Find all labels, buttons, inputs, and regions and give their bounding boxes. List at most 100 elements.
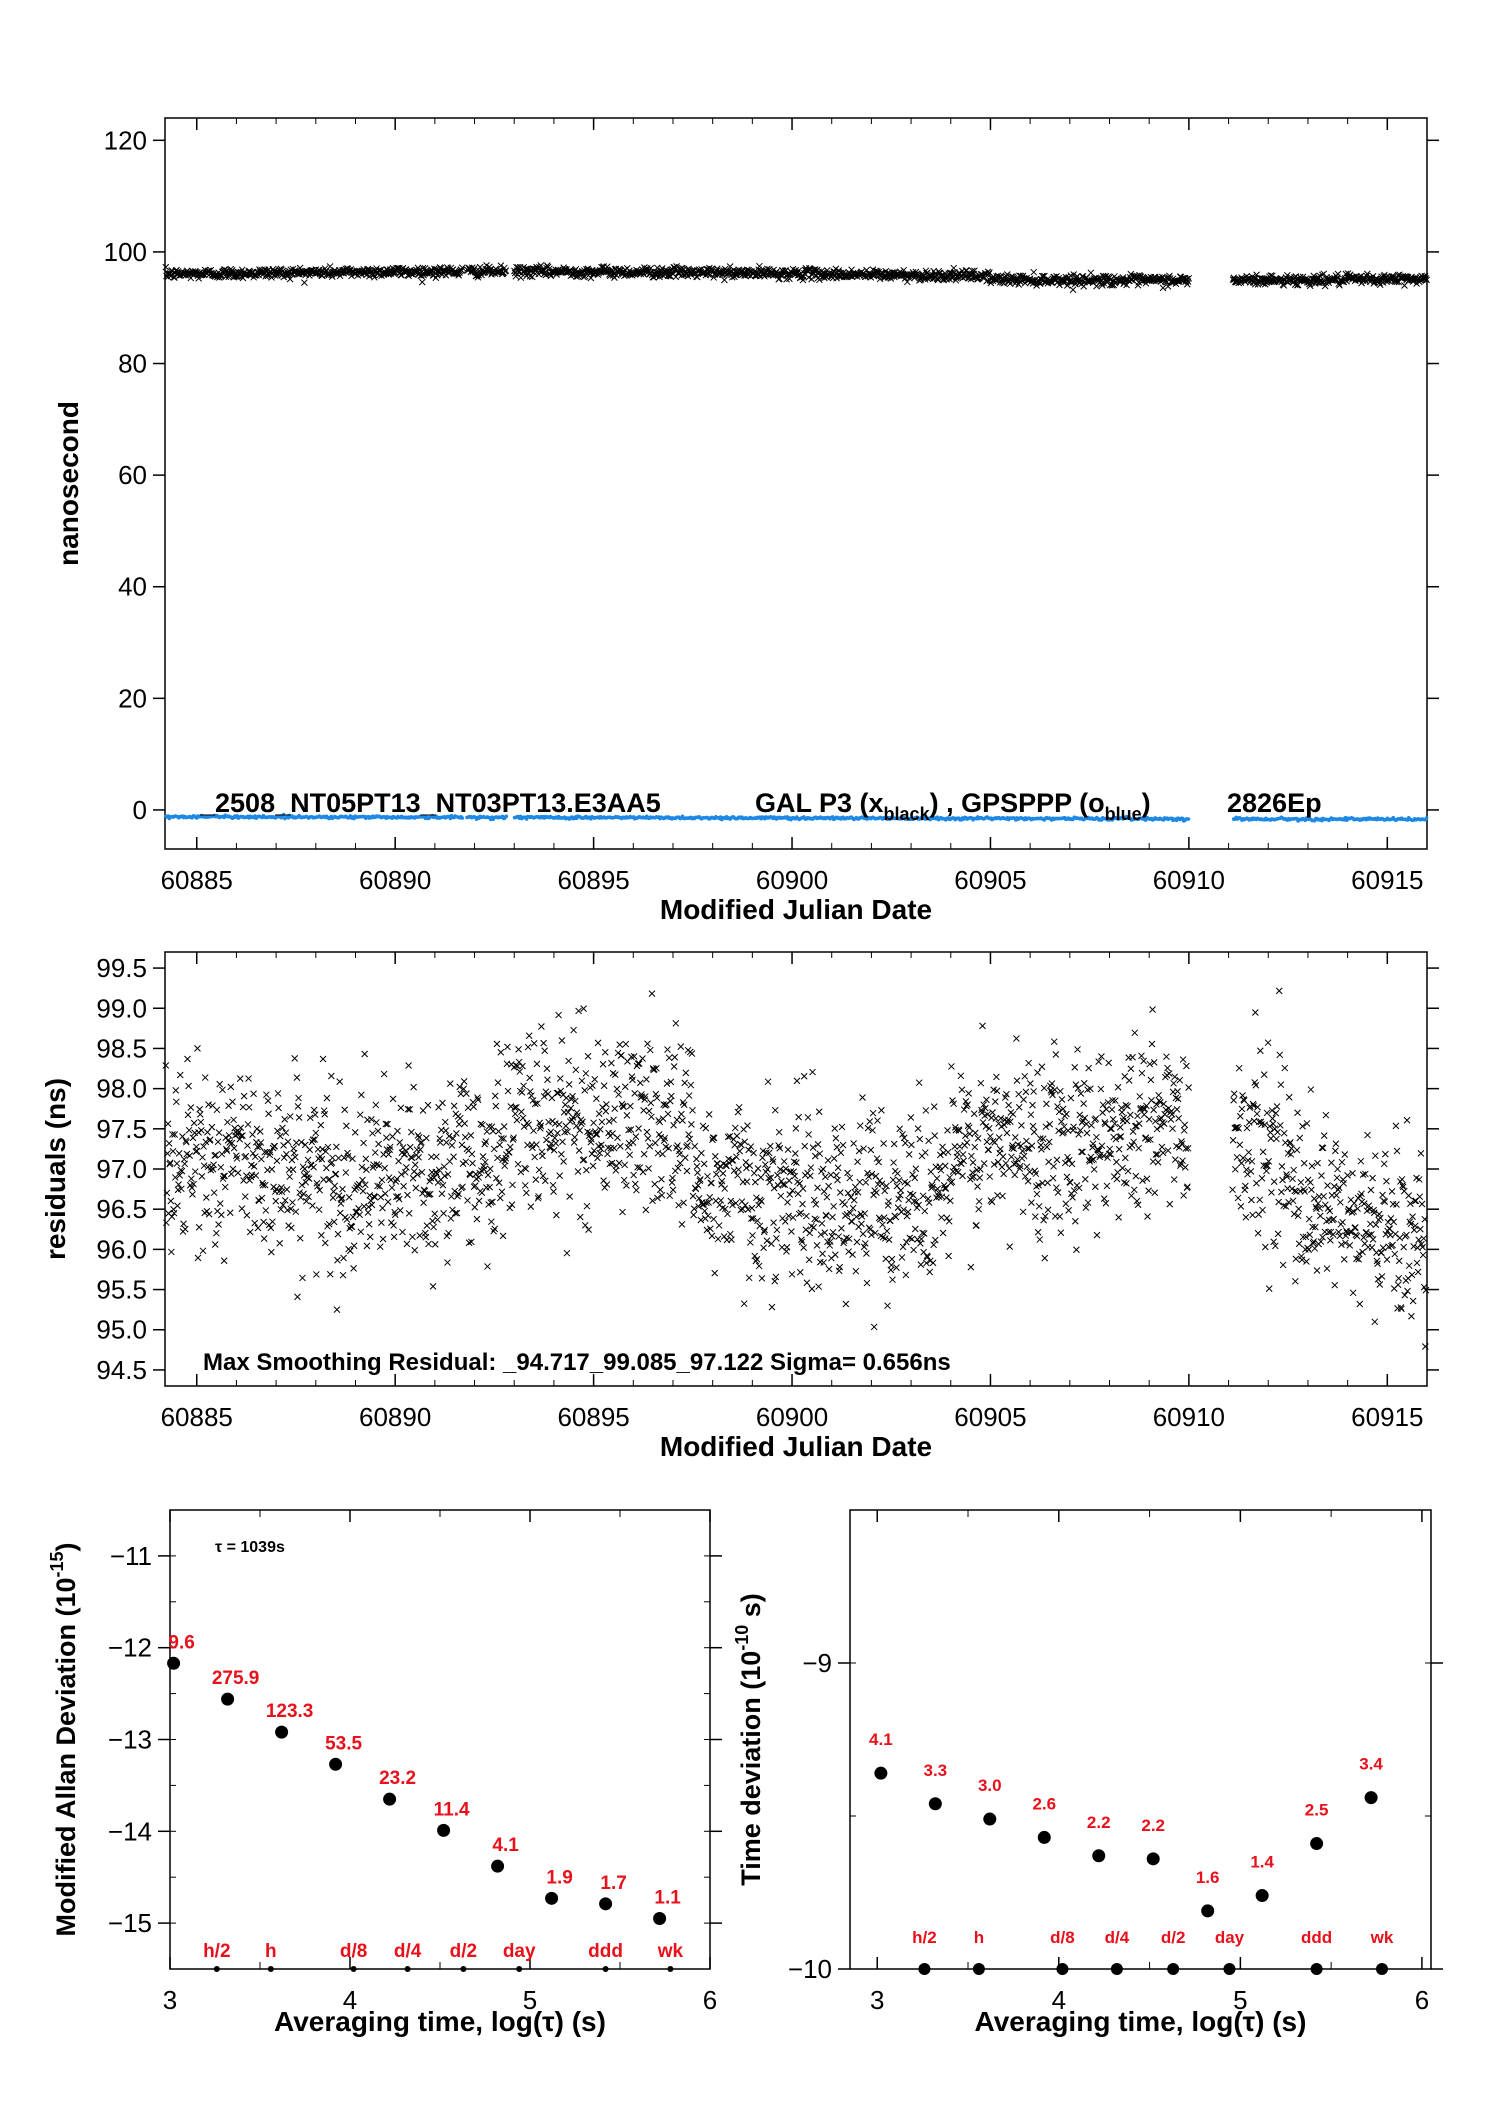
residual-point (979, 1022, 986, 1030)
residual-point (658, 1175, 665, 1183)
series-point-black (512, 272, 520, 280)
residual-point (475, 1174, 482, 1181)
residual-point (683, 1167, 691, 1175)
residual-point (519, 1062, 526, 1070)
residual-point (451, 1209, 459, 1217)
residual-point (708, 1179, 715, 1187)
residual-point (1145, 1115, 1153, 1123)
residual-point (578, 1077, 586, 1085)
residual-point (1015, 1103, 1023, 1111)
residual-point (495, 1127, 502, 1135)
residual-point (415, 1153, 422, 1161)
residual-point (1326, 1207, 1334, 1215)
x-tick-label: 60890 (359, 1402, 431, 1432)
y-tick-label: 96.0 (96, 1234, 147, 1264)
residual-point (425, 1240, 432, 1248)
residual-point (493, 1040, 501, 1048)
residual-point (319, 1145, 326, 1153)
residual-point (253, 1125, 261, 1133)
residual-point (1134, 1112, 1141, 1120)
residual-point (586, 1129, 594, 1137)
residual-point (1080, 1100, 1087, 1107)
residual-point (708, 1232, 716, 1240)
residual-point (1093, 1133, 1100, 1141)
residual-point (626, 1151, 634, 1159)
residual-point (711, 1269, 719, 1277)
residual-point (181, 1160, 189, 1168)
residual-point (423, 1222, 431, 1230)
residual-point (1020, 1152, 1028, 1160)
series-point-blue (1424, 816, 1429, 820)
residual-point (510, 1134, 517, 1142)
residual-point (1129, 1128, 1137, 1135)
residual-point (390, 1233, 398, 1241)
residual-point (365, 1203, 372, 1211)
residual-point (408, 1154, 416, 1162)
residual-point (430, 1223, 437, 1231)
residual-point (416, 1232, 424, 1239)
residual-point (866, 1226, 874, 1233)
residual-point (438, 1190, 446, 1198)
residual-point (244, 1121, 252, 1128)
residual-point (217, 1211, 225, 1219)
residual-point (566, 1193, 574, 1200)
residual-point (236, 1135, 244, 1143)
series-point-black (537, 262, 545, 269)
residual-point (490, 1145, 498, 1153)
residual-point (774, 1182, 782, 1189)
residual-point (238, 1205, 246, 1212)
residual-point (1123, 1117, 1131, 1125)
residual-point (921, 1207, 929, 1215)
residual-point (788, 1228, 795, 1235)
residual-point (316, 1186, 324, 1194)
residual-point (205, 1210, 213, 1218)
residual-point (1151, 1189, 1159, 1197)
residual-point (275, 1188, 283, 1195)
residual-point (382, 1120, 390, 1128)
residual-point (533, 1141, 540, 1149)
residual-point (679, 1117, 686, 1124)
residual-point (1026, 1080, 1034, 1087)
residual-point (540, 1093, 548, 1100)
residual-point (804, 1114, 812, 1121)
residual-point (850, 1196, 858, 1204)
residual-point (648, 990, 656, 997)
residual-point (1068, 1160, 1076, 1168)
residual-point (258, 1155, 265, 1163)
residual-point (1108, 1106, 1116, 1113)
residual-point (601, 1048, 609, 1056)
residual-point (242, 1152, 250, 1160)
residual-point (186, 1152, 194, 1159)
residual-point (1279, 1176, 1286, 1184)
residual-point (631, 1180, 639, 1188)
residual-point (371, 1149, 379, 1156)
residual-point (1248, 1157, 1256, 1165)
residual-point (484, 1263, 491, 1270)
series-point-black (1302, 275, 1310, 283)
residual-point (834, 1164, 842, 1172)
residual-point (974, 1183, 981, 1190)
residual-point (894, 1170, 901, 1177)
residual-point (368, 1116, 375, 1123)
residual-point (849, 1251, 856, 1258)
residual-point (303, 1197, 310, 1205)
residual-point (688, 1050, 696, 1057)
residual-point (403, 1240, 411, 1248)
residual-point (321, 1110, 329, 1118)
residual-point (666, 1192, 674, 1200)
residual-point (497, 1048, 505, 1056)
residual-point (380, 1070, 388, 1078)
plot-frame (164, 117, 1428, 850)
residual-point (411, 1161, 419, 1169)
residual-point (1051, 1086, 1059, 1094)
residual-point (257, 1139, 265, 1146)
residual-point (294, 1103, 302, 1110)
residual-point (324, 1143, 332, 1151)
residual-point (569, 1114, 577, 1121)
residual-point (243, 1211, 251, 1219)
residual-point (719, 1170, 727, 1177)
residual-point (1334, 1165, 1341, 1173)
residual-point (975, 1205, 982, 1213)
residual-point (564, 1108, 572, 1116)
residual-point (1071, 1217, 1079, 1225)
